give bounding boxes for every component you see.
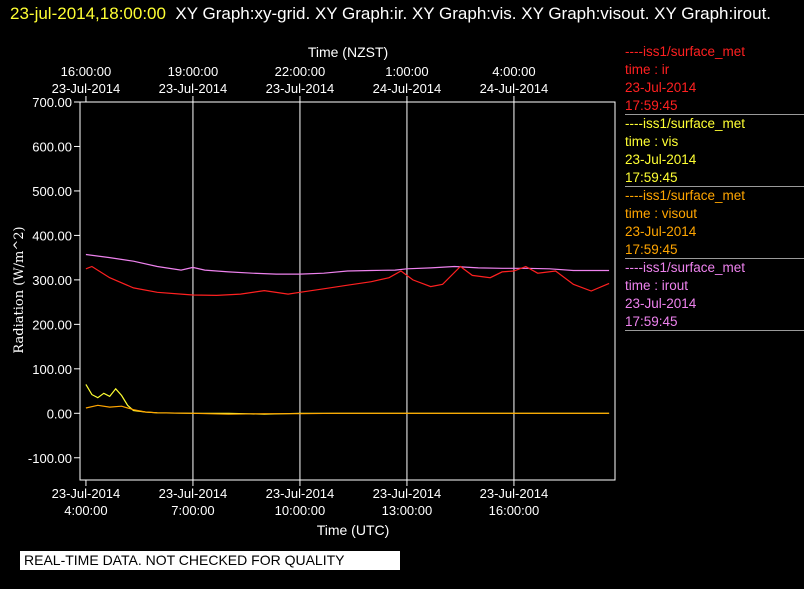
x-tick-time: 10:00:00 xyxy=(275,503,326,518)
x-axis-utc: 23-Jul-2014 4:00:00 23-Jul-2014 7:00:00 23-J… xyxy=(52,480,549,518)
y-tick-label: 500.00 xyxy=(32,184,72,199)
y-tick-label: 200.00 xyxy=(32,317,72,332)
x-tick-time: 4:00:00 xyxy=(64,503,107,518)
x-tick-time: 7:00:00 xyxy=(171,503,214,518)
title-graph-list: XY Graph:xy-grid. XY Graph:ir. XY Graph:… xyxy=(175,4,772,23)
y-axis: 700.00 600.00 500.00 400.00 300.00 200.00 100.… xyxy=(28,95,80,466)
x-tick-time: 16:00:00 xyxy=(489,503,540,518)
y-tick-label: -100.00 xyxy=(28,451,72,466)
legend-time: 17:59:45 xyxy=(625,242,678,257)
legend-date: 23-Jul-2014 xyxy=(625,152,697,167)
legend-source: ----iss1/surface_met xyxy=(625,44,746,59)
y-tick-label: 700.00 xyxy=(32,95,72,110)
y-tick-label: 600.00 xyxy=(32,139,72,154)
legend-field: time : ir xyxy=(625,62,670,77)
series-line-3 xyxy=(85,404,610,415)
legend-time: 17:59:45 xyxy=(625,170,678,185)
legend-date: 23-Jul-2014 xyxy=(625,80,697,95)
y-tick-label: 400.00 xyxy=(32,228,72,243)
x2-axis-title: Time (NZST) xyxy=(308,44,388,60)
x-tick-date: 23-Jul-2014 xyxy=(266,486,335,501)
x-axis-title: Time (UTC) xyxy=(317,522,390,538)
y-tick-label: 0.00 xyxy=(47,406,72,421)
legend-field: time : irout xyxy=(625,278,689,293)
title-timestamp: 23-jul-2014,18:00:00 xyxy=(10,4,166,23)
x2-tick-date: 23-Jul-2014 xyxy=(266,81,335,96)
legend: ----iss1/surface_met time : ir 23-Jul-2014… xyxy=(625,43,804,331)
x2-tick-time: 22:00:00 xyxy=(275,64,326,79)
x2-tick-date: 24-Jul-2014 xyxy=(480,81,549,96)
series-line-2 xyxy=(85,384,610,415)
legend-field: time : visout xyxy=(625,206,698,221)
y-axis-title: Radiation (W/m^2) xyxy=(12,226,27,353)
legend-source: ----iss1/surface_met xyxy=(625,188,746,203)
legend-time: 17:59:45 xyxy=(625,314,678,329)
legend-field: time : vis xyxy=(625,134,679,149)
legend-source: ----iss1/surface_met xyxy=(625,116,746,131)
x-tick-date: 23-Jul-2014 xyxy=(373,486,442,501)
x2-tick-date: 23-Jul-2014 xyxy=(159,81,228,96)
x2-tick-date: 23-Jul-2014 xyxy=(52,81,121,96)
series-line-1 xyxy=(85,265,610,297)
x2-tick-date: 24-Jul-2014 xyxy=(373,81,442,96)
x2-tick-time: 19:00:00 xyxy=(168,64,219,79)
y-tick-label: 100.00 xyxy=(32,362,72,377)
chart-grid xyxy=(192,102,515,480)
series-layer xyxy=(85,253,610,415)
legend-date: 23-Jul-2014 xyxy=(625,296,697,311)
x-tick-time: 13:00:00 xyxy=(382,503,433,518)
legend-source: ----iss1/surface_met xyxy=(625,260,746,275)
plot-frame xyxy=(79,101,616,481)
series-line-0 xyxy=(85,253,610,275)
legend-date: 23-Jul-2014 xyxy=(625,224,697,239)
y-tick-label: 300.00 xyxy=(32,273,72,288)
x-tick-date: 23-Jul-2014 xyxy=(52,486,121,501)
x2-tick-time: 4:00:00 xyxy=(492,64,535,79)
legend-time: 17:59:45 xyxy=(625,98,678,113)
x2-tick-time: 1:00:00 xyxy=(385,64,428,79)
x-tick-date: 23-Jul-2014 xyxy=(480,486,549,501)
quality-notice: REAL-TIME DATA. NOT CHECKED FOR QUALITY xyxy=(20,551,400,570)
page-title: 23-jul-2014,18:00:00 XY Graph:xy-grid. X… xyxy=(10,2,800,25)
x-tick-date: 23-Jul-2014 xyxy=(159,486,228,501)
x-axis-nzst: 16:00:00 23-Jul-2014 19:00:00 23-Jul-2014 22… xyxy=(52,64,549,102)
x2-tick-time: 16:00:00 xyxy=(61,64,112,79)
